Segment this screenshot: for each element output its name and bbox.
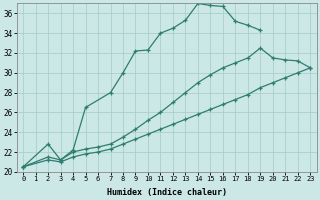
- X-axis label: Humidex (Indice chaleur): Humidex (Indice chaleur): [107, 188, 227, 197]
